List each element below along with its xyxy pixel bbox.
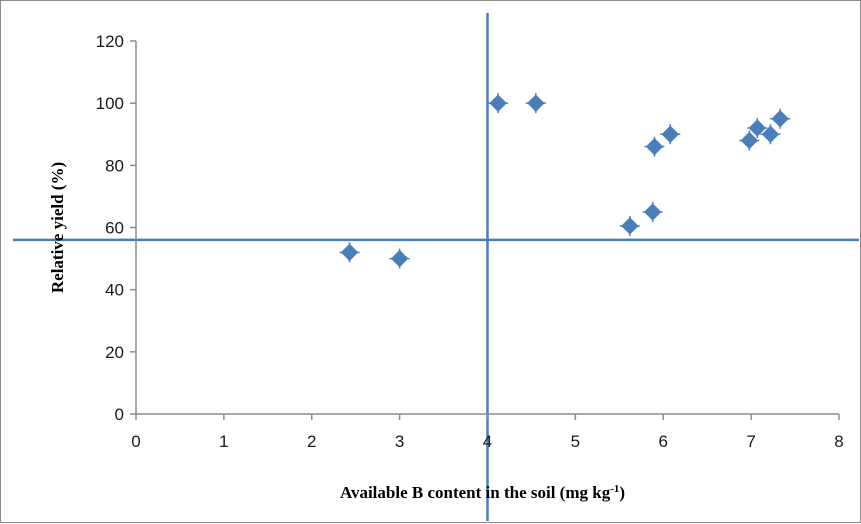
x-tick-label: 2	[307, 432, 316, 451]
data-points	[339, 93, 791, 269]
x-tick-label: 6	[659, 432, 668, 451]
x-tick-label: 5	[571, 432, 580, 451]
data-point	[770, 108, 791, 129]
x-axis-label: Available B content in the soil (mg kg-1…	[340, 483, 625, 502]
y-tick-labels: 0 20 40 60 80 100 120	[96, 32, 136, 424]
x-tick-label: 7	[746, 432, 755, 451]
x-tick-labels: 0 1 2 3 4 5 6 7 8	[131, 414, 844, 451]
data-point	[488, 93, 509, 114]
data-point	[747, 118, 768, 139]
y-tick-label: 0	[115, 405, 124, 424]
x-tick-label: 4	[483, 432, 492, 451]
x-tick-label: 0	[131, 432, 140, 451]
y-axis-label: Relative yield (%)	[48, 162, 67, 293]
x-tick-label: 1	[219, 432, 228, 451]
data-point	[525, 93, 546, 114]
y-tick-label: 100	[96, 94, 124, 113]
reference-lines	[13, 13, 859, 521]
data-point	[619, 215, 640, 236]
data-point	[339, 242, 360, 263]
y-tick-label: 60	[105, 219, 124, 238]
y-tick-label: 80	[105, 156, 124, 175]
y-tick-label: 120	[96, 32, 124, 51]
x-tick-label: 3	[395, 432, 404, 451]
data-point	[389, 248, 410, 269]
data-point	[642, 201, 663, 222]
data-point	[760, 124, 781, 145]
data-point	[644, 136, 665, 157]
data-point	[660, 124, 681, 145]
y-tick-label: 40	[105, 281, 124, 300]
x-tick-label: 8	[834, 432, 843, 451]
data-point	[739, 130, 760, 151]
y-tick-label: 20	[105, 343, 124, 362]
